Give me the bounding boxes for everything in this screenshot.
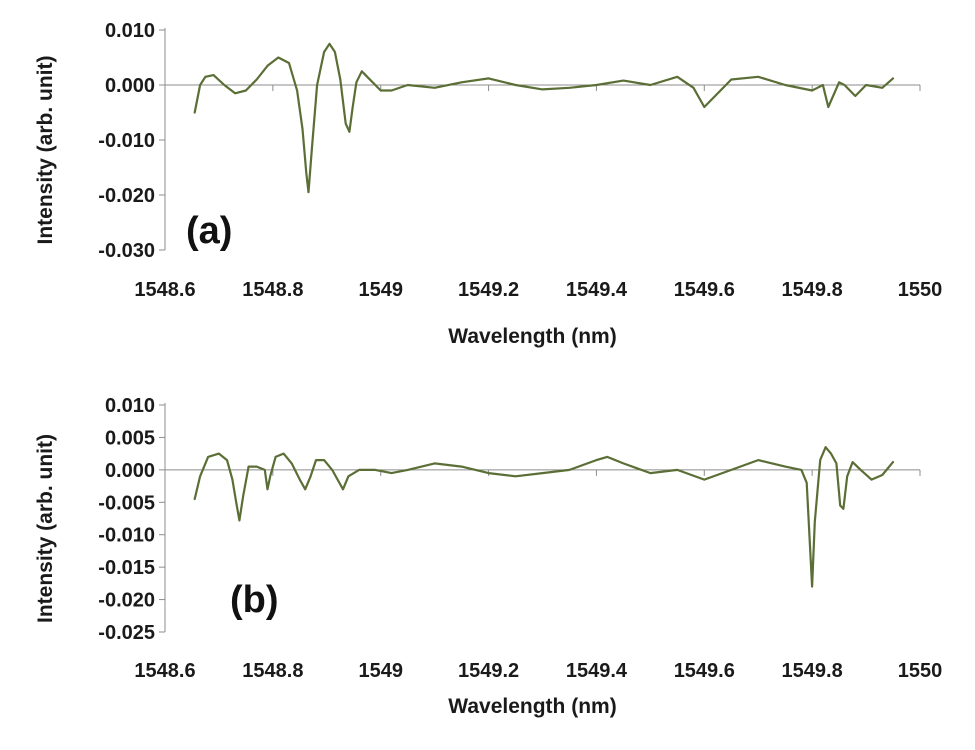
y-tick-label: -0.005 <box>98 492 155 514</box>
x-tick-label: 1549.2 <box>458 660 519 682</box>
y-tick-label: -0.020 <box>98 590 155 612</box>
y-tick-label: 0.010 <box>105 20 155 42</box>
x-tick-label: 1548.6 <box>134 279 195 301</box>
y-tick-label: 0.000 <box>105 460 155 482</box>
x-tick-label: 1549.8 <box>782 660 843 682</box>
y-tick-label: -0.030 <box>98 240 155 262</box>
x-axis-title: Wavelength (nm) <box>448 325 616 348</box>
x-tick-label: 1549.8 <box>782 279 843 301</box>
y-tick-label: -0.025 <box>98 622 155 644</box>
x-tick-label: 1549.6 <box>674 279 735 301</box>
x-tick-label: 1550 <box>898 279 943 301</box>
x-tick-label: 1550 <box>898 660 943 682</box>
y-tick-label: 0.010 <box>105 395 155 417</box>
y-tick-label: 0.005 <box>105 427 155 449</box>
series-line <box>193 42 895 194</box>
y-tick-label: -0.010 <box>98 525 155 547</box>
y-axis-title: Intensity (arb. unit) <box>34 56 57 245</box>
y-tick-label: -0.010 <box>98 130 155 152</box>
y-tick-label: 0.000 <box>105 75 155 97</box>
x-tick-label: 1548.6 <box>134 660 195 682</box>
panel-label: (a) <box>186 210 232 252</box>
y-axis-title: Intensity (arb. unit) <box>34 434 57 623</box>
x-tick-label: 1549 <box>358 279 403 301</box>
x-tick-label: 1549.4 <box>566 279 628 301</box>
chart-b: 0.010 0.005 0.000 -0.005 -0.010 -0.015 -0.020 -… <box>34 395 943 718</box>
series-line <box>193 446 895 588</box>
chart-a: 0.010 0.000 -0.010 -0.020 -0.030 1548.6 1548.8… <box>34 20 943 348</box>
x-tick-label: 1549 <box>358 660 403 682</box>
y-tick-label: -0.015 <box>98 557 155 579</box>
y-tick-label: -0.020 <box>98 185 155 207</box>
x-tick-label: 1549.2 <box>458 279 519 301</box>
x-tick-label: 1549.6 <box>674 660 735 682</box>
x-tick-label: 1548.8 <box>242 279 303 301</box>
x-axis-title: Wavelength (nm) <box>448 695 616 718</box>
x-tick-label: 1548.8 <box>242 660 303 682</box>
x-tick-label: 1549.4 <box>566 660 628 682</box>
panel-label: (b) <box>230 579 279 621</box>
